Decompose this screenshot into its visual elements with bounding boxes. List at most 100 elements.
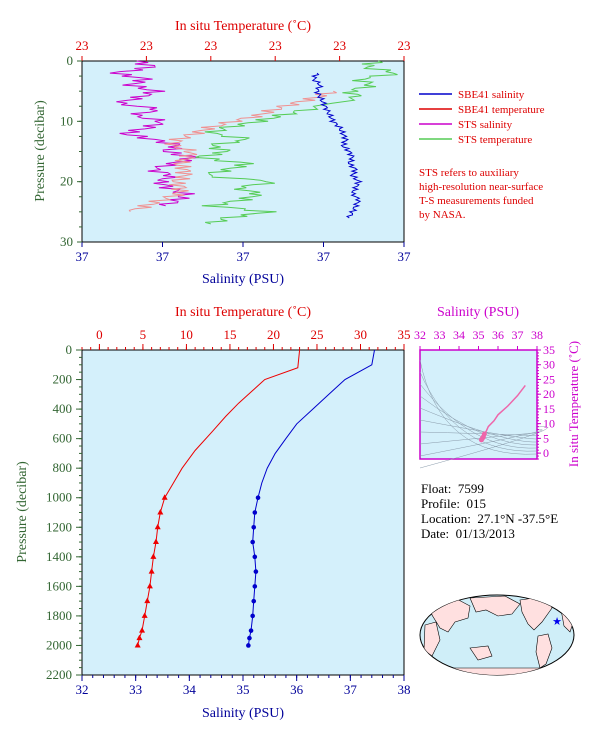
profile-plot-area [81, 349, 405, 676]
float-row: Float: 7599 [421, 481, 484, 496]
profile-bottom-tick-label: 37 [344, 682, 358, 697]
profile-series-line [247, 349, 375, 646]
profile-series [134, 349, 375, 648]
profile-left-tick-label: 800 [53, 460, 73, 475]
surface-bottom-tick-label: 37 [156, 249, 170, 264]
profile-top-tick-label: 20 [267, 327, 280, 342]
profile-left-tick-label: 1000 [46, 490, 72, 505]
ts-top-ticks: 32 33 34 35 36 37 38 [414, 328, 543, 350]
surface-bottom-tick-label: 37 [317, 249, 331, 264]
profile-bottom-ticks: 32 33 34 35 36 37 38 [76, 675, 411, 697]
salinity-marker [250, 613, 255, 619]
density-contour [419, 429, 543, 457]
ts-right-tick-label: 20 [543, 387, 555, 401]
ts-top-tick-label: 36 [492, 328, 504, 342]
salinity-marker [250, 539, 255, 545]
date-value: 01/13/2013 [455, 526, 515, 541]
ts-top-tick-label: 38 [531, 328, 543, 342]
profile-top-axis-label: In situ Temperature (˚C) [175, 305, 311, 320]
profile-left-ticks: 0 200 400 600 800 1000 1200 1400 1600 1800 2000 220… [46, 342, 82, 682]
float-value: 7599 [457, 481, 484, 496]
temperature-marker [152, 538, 159, 545]
profile-bottom-axis-label: Salinity (PSU) [202, 706, 284, 721]
land-south-america [535, 633, 553, 669]
land-australia [469, 645, 493, 661]
profile-bottom-tick-label: 36 [290, 682, 304, 697]
density-contour [419, 431, 538, 437]
temperature-marker [141, 612, 148, 618]
profile-row: Profile: 015 [421, 496, 487, 511]
profile-left-tick-label: 2000 [46, 637, 72, 652]
profile-bottom-tick-label: 32 [76, 682, 89, 697]
legend-label: SBE41 salinity [458, 89, 525, 101]
world-map: ★ [419, 594, 575, 676]
surface-left-tick-label: 0 [67, 53, 74, 68]
salinity-marker [252, 584, 258, 589]
temperature-marker [148, 568, 155, 574]
profile-panel: In situ Temperature (˚C) 0 5 10 15 20 25 30 35 … [15, 305, 411, 721]
profile-top-tick-label: 10 [180, 327, 193, 342]
surface-note: STS refers to auxiliary high-resolution n… [419, 167, 543, 221]
surface-series-line [128, 90, 337, 213]
ts-plot-area [419, 349, 538, 460]
profile-top-tick-label: 0 [96, 327, 103, 342]
ts-density-contours [419, 359, 548, 469]
profile-bottom-tick-label: 34 [183, 682, 197, 697]
profile-top-tick-label: 25 [310, 327, 323, 342]
ts-top-tick-label: 33 [434, 328, 446, 342]
profile-left-tick-label: 200 [53, 372, 73, 387]
temperature-marker [144, 597, 151, 604]
temperature-marker [139, 627, 146, 633]
surface-left-tick-label: 20 [60, 174, 73, 189]
date-row: Date: 01/13/2013 [421, 526, 515, 541]
salinity-marker [251, 524, 257, 530]
surface-left-tick-label: 10 [60, 113, 73, 128]
salinity-marker [253, 569, 259, 574]
land-africa [423, 621, 441, 657]
profile-series-line [137, 349, 301, 646]
profile-left-axis-label: Pressure (decibar) [15, 461, 30, 563]
profile-left-tick-label: 1600 [46, 578, 72, 593]
profile-top-ticks: 0 5 10 15 20 25 30 35 [81, 327, 411, 350]
ts-right-tick-label: 30 [543, 358, 555, 372]
surface-top-axis-label: In situ Temperature (˚C) [175, 19, 311, 34]
legend-label: STS salinity [458, 119, 513, 131]
profile-left-tick-label: 1400 [46, 549, 72, 564]
profile-left-tick-label: 0 [66, 342, 73, 357]
temperature-marker [136, 634, 143, 641]
profile-left-tick-label: 1200 [46, 519, 72, 534]
surface-bottom-tick-label: 37 [398, 249, 412, 264]
ts-top-tick-label: 34 [453, 328, 465, 342]
temperature-marker [146, 582, 153, 589]
profile-value: 015 [466, 496, 487, 511]
salinity-marker [252, 554, 258, 560]
surface-top-tick-label: 23 [269, 38, 282, 53]
note-line: T-S measurements funded [419, 195, 534, 207]
note-line: by NASA. [419, 209, 466, 221]
temperature-marker [150, 553, 157, 559]
salinity-marker [246, 643, 251, 648]
ts-right-tick-label: 0 [543, 446, 549, 460]
location-value: 27.1°N -37.5°E [477, 511, 559, 526]
surface-top-tick-label: 23 [76, 38, 89, 53]
salinity-marker [251, 598, 257, 604]
ts-marker [478, 437, 484, 443]
profile-bottom-tick-label: 33 [129, 682, 142, 697]
surface-top-tick-label: 23 [140, 38, 153, 53]
ts-right-tick-label: 35 [543, 343, 555, 357]
salinity-marker [247, 635, 252, 641]
ts-right-tick-label: 25 [543, 372, 555, 386]
ts-right-axis-label: In situ Temperature (˚C) [566, 341, 581, 467]
surface-bottom-tick-label: 37 [76, 249, 90, 264]
profile-top-tick-label: 30 [354, 327, 367, 342]
legend-label: SBE41 temperature [458, 104, 545, 116]
surface-series-line [310, 72, 364, 219]
salinity-marker [252, 510, 258, 515]
surface-left-tick-label: 30 [60, 234, 73, 249]
surface-series-line [109, 60, 200, 207]
star-icon: ★ [552, 616, 562, 628]
legend-label: STS temperature [458, 134, 532, 146]
surface-top-tick-label: 23 [398, 38, 411, 53]
